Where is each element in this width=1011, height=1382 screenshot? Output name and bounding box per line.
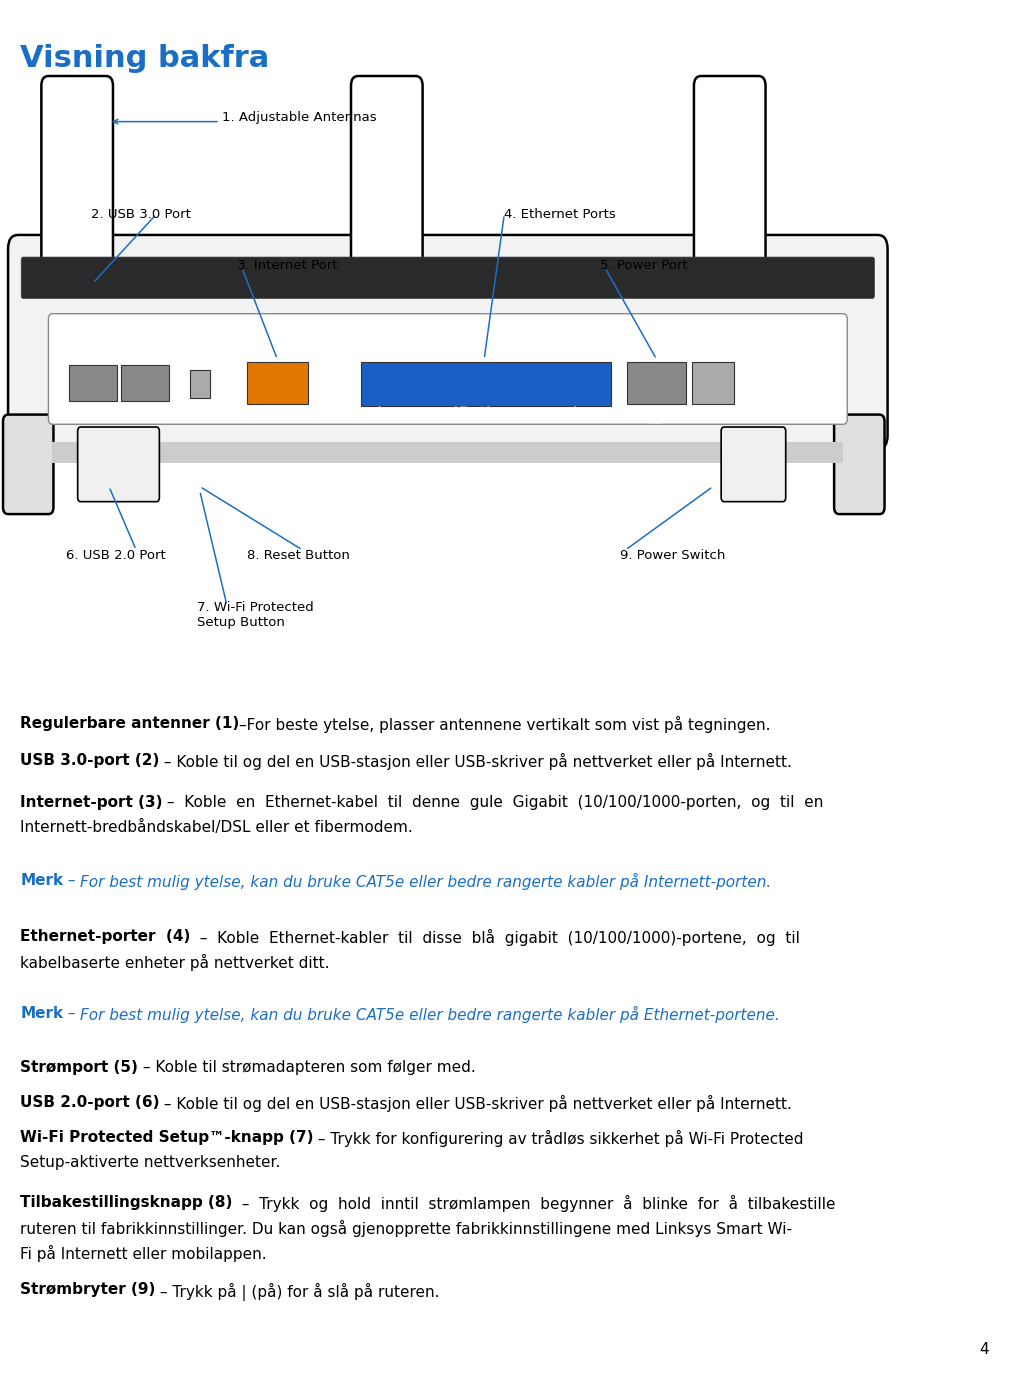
Text: Tilbakestillingsknapp (8): Tilbakestillingsknapp (8) bbox=[20, 1195, 233, 1211]
Bar bbox=[692, 362, 734, 404]
Text: Internett-bredbåndskabel/DSL eller et fibermodem.: Internett-bredbåndskabel/DSL eller et fi… bbox=[20, 820, 412, 835]
Text: 4: 4 bbox=[978, 1342, 988, 1357]
Text: 8. Reset Button: 8. Reset Button bbox=[247, 549, 350, 562]
Text: Regulerbare antenner (1): Regulerbare antenner (1) bbox=[20, 716, 240, 731]
Text: USB 2: USB 2 bbox=[136, 406, 154, 412]
Text: Strømport (5): Strømport (5) bbox=[20, 1060, 137, 1075]
Text: 4. Ethernet Ports: 4. Ethernet Ports bbox=[503, 207, 616, 221]
Text: 7. Wi-Fi Protected
Setup Button: 7. Wi-Fi Protected Setup Button bbox=[196, 601, 313, 629]
FancyBboxPatch shape bbox=[49, 314, 846, 424]
Text: USB 3.0-port (2): USB 3.0-port (2) bbox=[20, 753, 160, 768]
Text: Reset: Reset bbox=[191, 406, 208, 412]
FancyBboxPatch shape bbox=[694, 76, 764, 275]
FancyBboxPatch shape bbox=[8, 235, 887, 449]
Text: –  Koble  Ethernet-kabler  til  disse  blå  gigabit  (10/100/1000)-portene,  og : – Koble Ethernet-kabler til disse blå gi… bbox=[190, 929, 799, 945]
Text: For best mulig ytelse, kan du bruke CAT5e eller bedre rangerte kabler på Interne: For best mulig ytelse, kan du bruke CAT5… bbox=[81, 873, 771, 890]
Text: ruteren til fabrikkinnstillinger. Du kan også gjenopprette fabrikkinnstillingene: ruteren til fabrikkinnstillinger. Du kan… bbox=[20, 1220, 792, 1237]
Bar bbox=[361, 362, 611, 406]
Bar bbox=[627, 362, 685, 404]
Text: 1. Adjustable Antennas: 1. Adjustable Antennas bbox=[221, 111, 376, 124]
Text: USB 1: USB 1 bbox=[84, 406, 101, 412]
Bar bbox=[69, 365, 117, 401]
FancyBboxPatch shape bbox=[3, 415, 54, 514]
Text: kabelbaserte enheter på nettverket ditt.: kabelbaserte enheter på nettverket ditt. bbox=[20, 954, 330, 970]
Text: –  Koble  en  Ethernet-kabel  til  denne  gule  Gigabit  (10/100/1000-porten,  o: – Koble en Ethernet-kabel til denne gule… bbox=[162, 795, 823, 810]
Text: 2. USB 3.0 Port: 2. USB 3.0 Port bbox=[91, 207, 190, 221]
Text: Strømbryter (9): Strømbryter (9) bbox=[20, 1282, 156, 1298]
Text: Ethernet-porter  (4): Ethernet-porter (4) bbox=[20, 929, 190, 944]
FancyBboxPatch shape bbox=[833, 415, 884, 514]
FancyBboxPatch shape bbox=[78, 427, 159, 502]
Text: Merk: Merk bbox=[20, 1006, 64, 1021]
Text: –: – bbox=[63, 1006, 81, 1021]
Text: USB 2.0-port (6): USB 2.0-port (6) bbox=[20, 1095, 160, 1110]
Bar bbox=[53, 442, 842, 463]
Text: – Koble til og del en USB-stasjon eller USB-skriver på nettverket eller på Inter: – Koble til og del en USB-stasjon eller … bbox=[159, 1095, 792, 1111]
Text: Setup-aktiverte nettverksenheter.: Setup-aktiverte nettverksenheter. bbox=[20, 1155, 280, 1171]
Text: Wi-Fi Protected Setup™-knapp (7): Wi-Fi Protected Setup™-knapp (7) bbox=[20, 1130, 313, 1146]
Text: 3. Internet Port: 3. Internet Port bbox=[237, 258, 338, 272]
FancyBboxPatch shape bbox=[351, 76, 423, 275]
Text: –For beste ytelse, plasser antennene vertikalt som vist på tegningen.: –For beste ytelse, plasser antennene ver… bbox=[239, 716, 769, 732]
FancyBboxPatch shape bbox=[721, 427, 785, 502]
Text: Visning bakfra: Visning bakfra bbox=[20, 44, 269, 73]
Text: –  Trykk  og  hold  inntil  strømlampen  begynner  å  blinke  for  å  tilbakesti: – Trykk og hold inntil strømlampen begyn… bbox=[232, 1195, 834, 1212]
Text: 2  Ethernet  3: 2 Ethernet 3 bbox=[454, 406, 489, 412]
Text: – Koble til strømadapteren som følger med.: – Koble til strømadapteren som følger me… bbox=[137, 1060, 475, 1075]
Bar bbox=[247, 362, 307, 404]
Text: – Trykk for konfigurering av trådløs sikkerhet på Wi-Fi Protected: – Trykk for konfigurering av trådløs sik… bbox=[312, 1130, 803, 1147]
Text: – Koble til og del en USB-stasjon eller USB-skriver på nettverket eller på Inter: – Koble til og del en USB-stasjon eller … bbox=[159, 753, 792, 770]
FancyBboxPatch shape bbox=[41, 76, 113, 275]
Text: 4: 4 bbox=[572, 406, 576, 412]
Text: –: – bbox=[63, 873, 81, 889]
Text: Internet-port (3): Internet-port (3) bbox=[20, 795, 163, 810]
Text: 5. Power Port: 5. Power Port bbox=[600, 258, 687, 272]
Text: Merk: Merk bbox=[20, 873, 64, 889]
Text: 9. Power Switch: 9. Power Switch bbox=[620, 549, 725, 562]
Text: For best mulig ytelse, kan du bruke CAT5e eller bedre rangerte kabler på Etherne: For best mulig ytelse, kan du bruke CAT5… bbox=[81, 1006, 779, 1023]
Text: Internet: Internet bbox=[266, 406, 288, 412]
Bar bbox=[121, 365, 169, 401]
Bar bbox=[189, 370, 209, 398]
Text: Fi på Internett eller mobilappen.: Fi på Internett eller mobilappen. bbox=[20, 1245, 267, 1262]
Text: 12VDC
Power: 12VDC Power bbox=[648, 415, 664, 426]
FancyBboxPatch shape bbox=[21, 257, 874, 299]
Text: 1: 1 bbox=[377, 406, 381, 412]
Text: 6. USB 2.0 Port: 6. USB 2.0 Port bbox=[66, 549, 165, 562]
Text: – Trykk på | (på) for å slå på ruteren.: – Trykk på | (på) for å slå på ruteren. bbox=[155, 1282, 439, 1300]
